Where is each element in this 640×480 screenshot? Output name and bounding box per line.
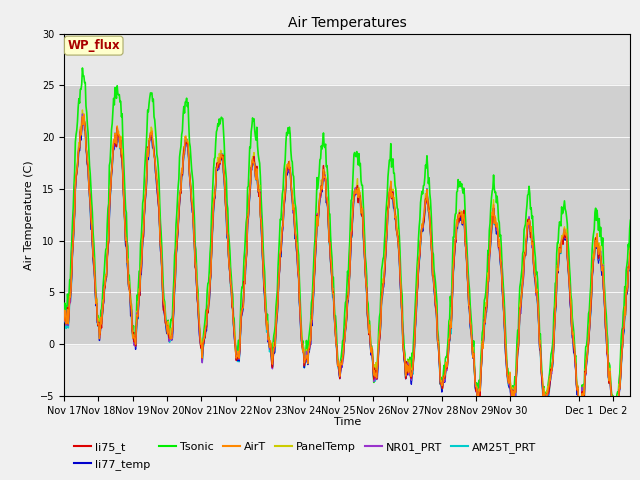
Title: Air Temperatures: Air Temperatures [288, 16, 406, 30]
Bar [64, 85, 630, 344]
Y-axis label: Air Temperature (C): Air Temperature (C) [24, 160, 35, 270]
Text: WP_flux: WP_flux [67, 39, 120, 52]
Legend: li75_t, li77_temp, Tsonic, AirT, PanelTemp, NR01_PRT, AM25T_PRT: li75_t, li77_temp, Tsonic, AirT, PanelTe… [70, 438, 541, 474]
X-axis label: Time: Time [333, 417, 361, 427]
